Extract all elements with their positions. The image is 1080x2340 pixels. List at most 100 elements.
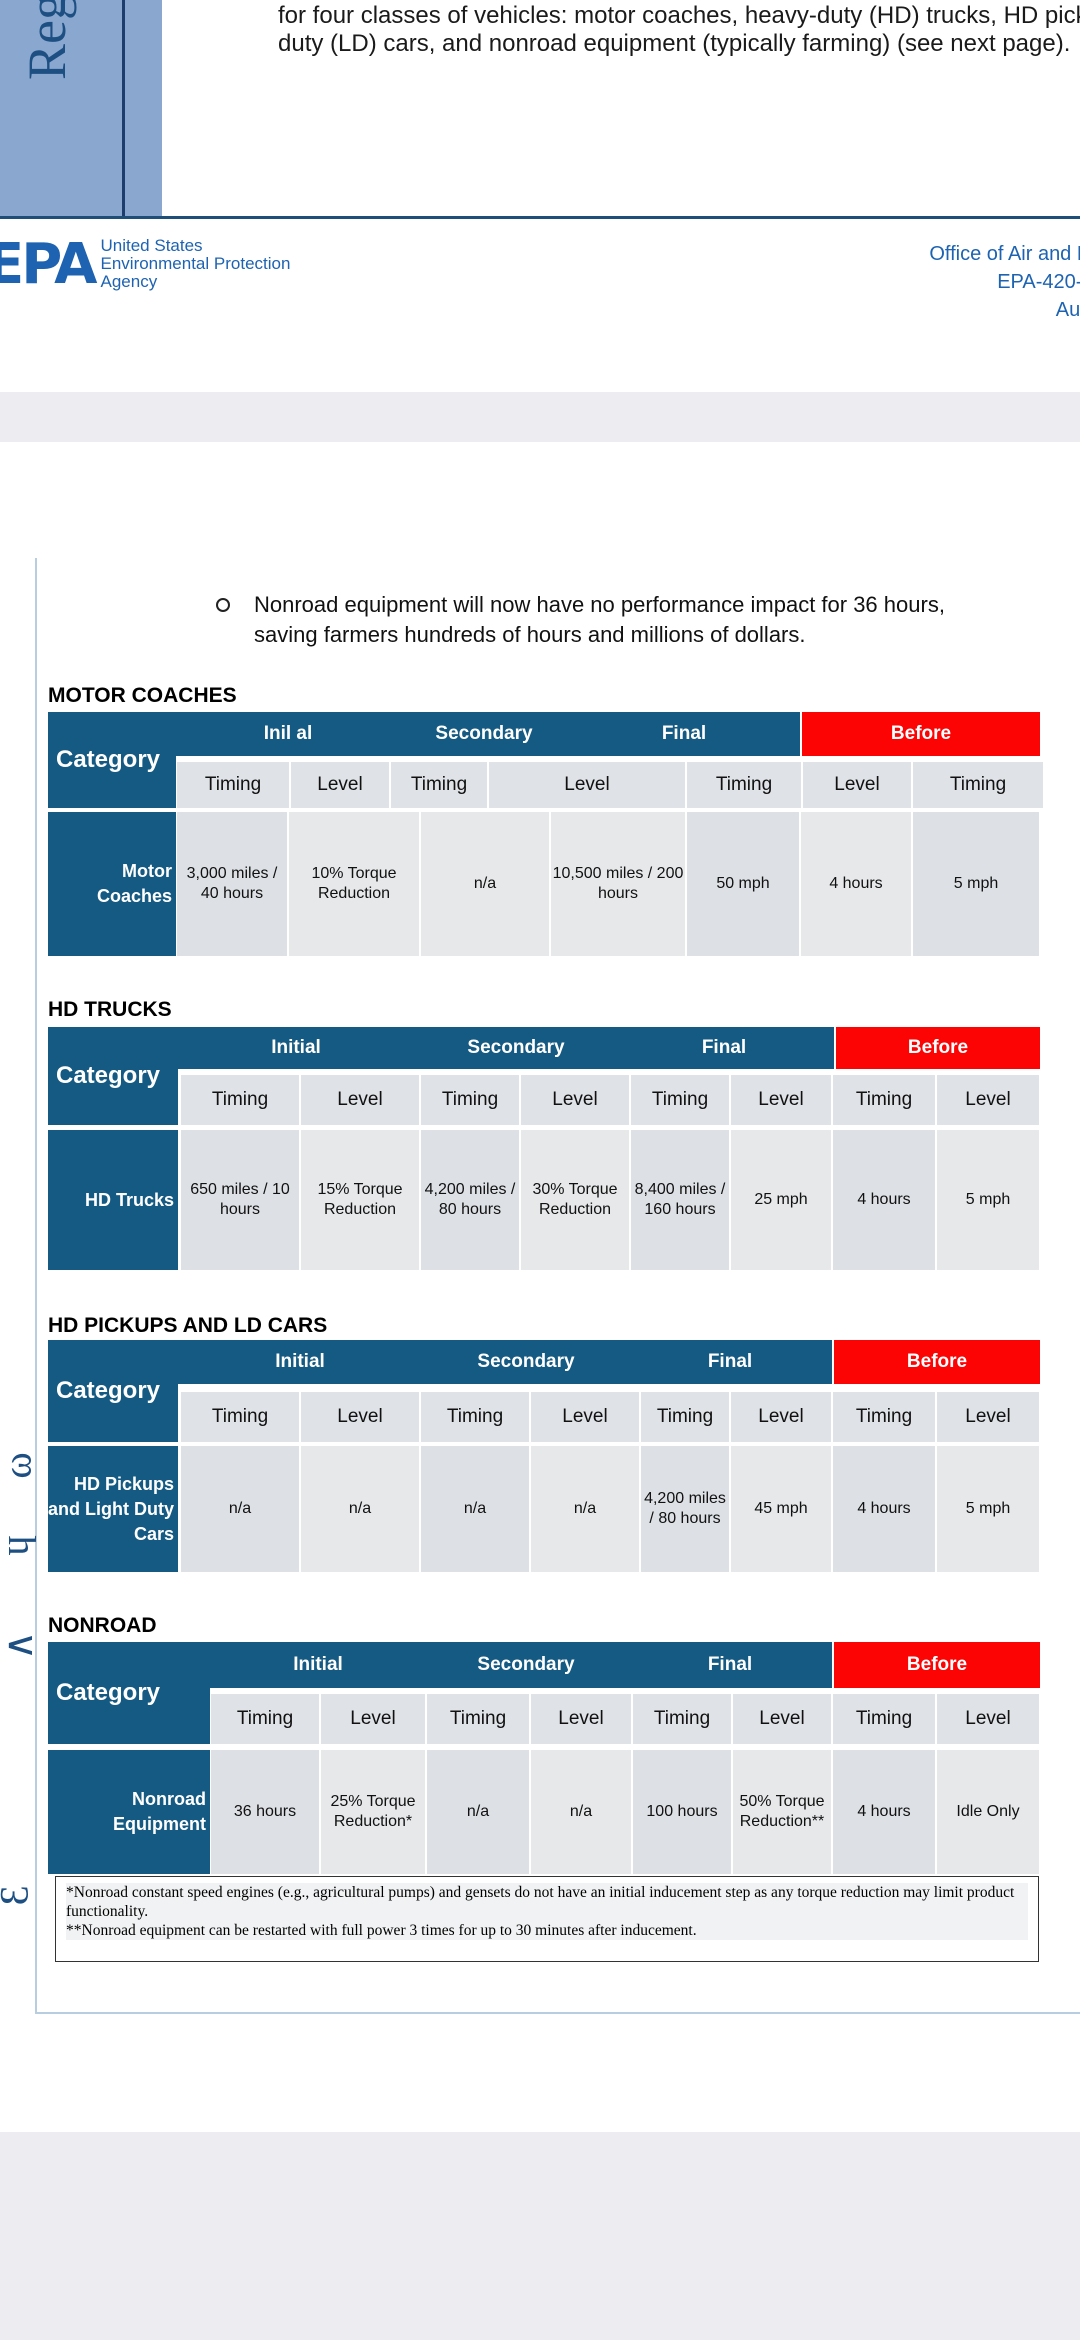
subheader-level: Level <box>489 762 685 808</box>
table-cell: n/a <box>421 1446 529 1572</box>
group-header-label: Inil al <box>263 723 313 744</box>
subheader-level: Level <box>937 1075 1039 1125</box>
group-header-band <box>176 712 800 756</box>
office-line: Office of Air and Radi <box>929 243 1080 265</box>
subheader-timing: Timing <box>641 1392 729 1442</box>
group-header-label: Final <box>661 723 707 744</box>
footnotes: *Nonroad constant speed engines (e.g., a… <box>55 1876 1039 1962</box>
header-separator <box>178 1069 1040 1073</box>
group-header-before: Before <box>836 1027 1040 1069</box>
subheader-level: Level <box>321 1694 425 1744</box>
table-cell: 30% Torque Reduction <box>521 1130 629 1270</box>
subheader-level: Level <box>803 762 911 808</box>
table-cell: 25% Torque Reduction* <box>321 1750 425 1874</box>
office-info: Office of Air and Radi EPA-420-F-2! Augu… <box>898 240 1080 324</box>
table-cell: 4 hours <box>833 1130 935 1270</box>
subheader-timing: Timing <box>633 1694 731 1744</box>
subheader-level: Level <box>731 1392 831 1442</box>
row-label: Nonroad Equipment <box>48 1750 210 1874</box>
group-header-before: Before <box>834 1340 1040 1384</box>
subheader-level: Level <box>291 762 389 808</box>
table-cell: 3,000 miles / 40 hours <box>177 812 287 956</box>
table-title: MOTOR COACHES <box>48 684 237 707</box>
group-header-label: Secondary <box>477 1654 575 1675</box>
table-cell: n/a <box>421 812 549 956</box>
table-cell: 100 hours <box>633 1750 731 1874</box>
table-title: HD TRUCKS <box>48 998 172 1021</box>
group-header-label: Secondary <box>435 723 533 744</box>
table-cell: 45 mph <box>731 1446 831 1572</box>
group-header-label: Initial <box>293 1654 343 1675</box>
table-cell: 50% Torque Reduction** <box>733 1750 831 1874</box>
subheader-timing: Timing <box>181 1392 299 1442</box>
table-cell: n/a <box>531 1750 631 1874</box>
bullet-circle-icon <box>216 598 230 612</box>
row-label: HD Pickups and Light Duty Cars <box>48 1446 178 1572</box>
cover-vertical-title: Reg <box>17 0 77 80</box>
row-label: Motor Coaches <box>48 812 176 956</box>
table-cell: 25 mph <box>731 1130 831 1270</box>
table-cell: 15% Torque Reduction <box>301 1130 419 1270</box>
side-glyph: Ɛ <box>0 1885 38 1905</box>
subheader-level: Level <box>937 1392 1039 1442</box>
group-header-label: Final <box>701 1037 747 1058</box>
subheader-timing: Timing <box>833 1075 935 1125</box>
footnote-2: **Nonroad equipment can be restarted wit… <box>66 1922 697 1939</box>
category-header: Category <box>48 1642 210 1744</box>
table-cell: n/a <box>531 1446 639 1572</box>
table-cell: 4 hours <box>833 1750 935 1874</box>
category-header: Category <box>48 1027 178 1125</box>
category-header: Category <box>48 712 176 808</box>
table-cell: n/a <box>181 1446 299 1572</box>
header-separator <box>176 756 1040 760</box>
table-cell: 5 mph <box>913 812 1039 956</box>
header-separator <box>178 1384 1040 1388</box>
group-header-label: Secondary <box>467 1037 565 1058</box>
table-cell: 50 mph <box>687 812 799 956</box>
office-line: August <box>1055 299 1080 321</box>
table-title: NONROAD <box>48 1614 157 1637</box>
group-header-label: Initial <box>271 1037 321 1058</box>
page-frame <box>35 558 1080 2014</box>
subheader-timing: Timing <box>421 1075 519 1125</box>
agency-line: Environmental Protection <box>100 254 291 273</box>
epa-logo-mark: EPA <box>0 231 97 297</box>
table-cell: 4,200 miles / 80 hours <box>421 1130 519 1270</box>
subheader-level: Level <box>531 1694 631 1744</box>
header-separator <box>210 1688 1040 1692</box>
subheader-timing: Timing <box>177 762 289 808</box>
table-cell: 4 hours <box>801 812 911 956</box>
table-cell: 650 miles / 10 hours <box>181 1130 299 1270</box>
epa-logo: EPA United States Environmental Protecti… <box>0 232 291 297</box>
row-label: HD Trucks <box>48 1130 178 1270</box>
table-cell: n/a <box>301 1446 419 1572</box>
subheader-timing: Timing <box>833 1392 935 1442</box>
office-line: EPA-420-F-2! <box>997 271 1080 293</box>
table-cell: 10,500 miles / 200 hours <box>551 812 685 956</box>
subheader-timing: Timing <box>427 1694 529 1744</box>
subheader-level: Level <box>937 1694 1039 1744</box>
table-cell: 8,400 miles / 160 hours <box>631 1130 729 1270</box>
body-line: for four classes of vehicles: motor coac… <box>278 2 1080 29</box>
group-header-band <box>210 1642 832 1688</box>
footnote-1: *Nonroad constant speed engines (e.g., a… <box>66 1884 1015 1920</box>
agency-line: Agency <box>100 272 158 291</box>
table-cell: 4,200 miles / 80 hours <box>641 1446 729 1572</box>
subheader-level: Level <box>733 1694 831 1744</box>
cover-rule <box>0 216 1080 219</box>
subheader-timing: Timing <box>391 762 487 808</box>
subheader-timing: Timing <box>913 762 1043 808</box>
bullet-text: Nonroad equipment will now have no perfo… <box>254 592 945 647</box>
subheader-timing: Timing <box>181 1075 299 1125</box>
subheader-level: Level <box>301 1392 419 1442</box>
cover-side-band <box>0 0 162 218</box>
table-cell: n/a <box>427 1750 529 1874</box>
group-header-label: Initial <box>275 1351 325 1372</box>
side-glyph: ɥ <box>0 1536 38 1556</box>
group-header-label: Final <box>707 1351 753 1372</box>
epa-agency-name: United States Environmental Protection A… <box>101 237 291 291</box>
group-header-band <box>178 1027 834 1069</box>
group-header-before: Before <box>802 712 1040 756</box>
category-header: Category <box>48 1340 178 1442</box>
table-cell: 4 hours <box>833 1446 935 1572</box>
